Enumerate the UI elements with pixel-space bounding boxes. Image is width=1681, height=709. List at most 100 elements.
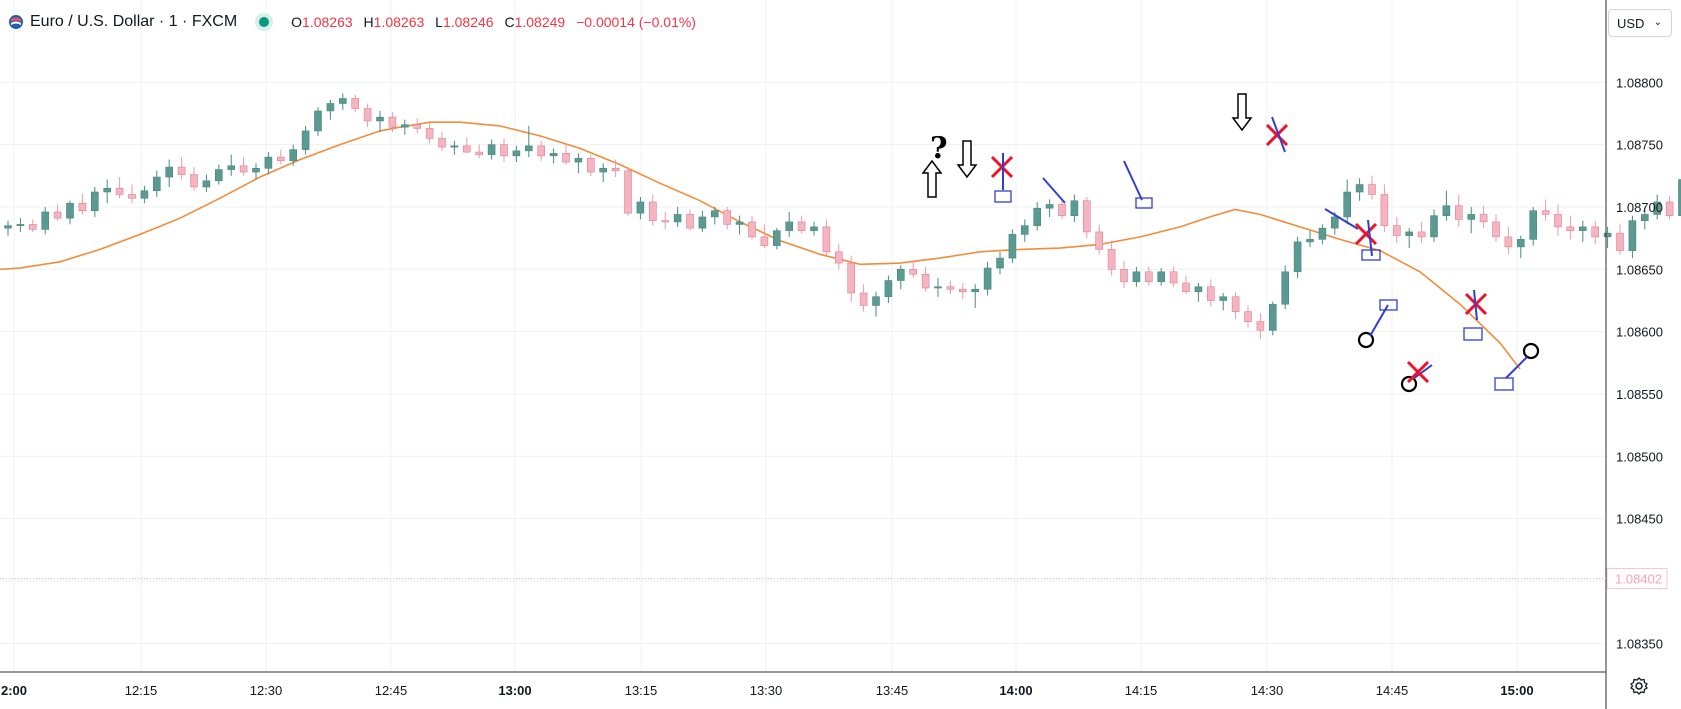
settings-icon[interactable] [1629, 676, 1649, 696]
candle-body [388, 116, 397, 128]
question-mark-annotation: ? [930, 131, 948, 166]
candle-body [190, 174, 198, 188]
candle-body [1591, 226, 1599, 238]
up-arrow-annotation [921, 159, 943, 198]
candle-body [1492, 221, 1500, 238]
candle-body [760, 236, 769, 246]
candle-body [1529, 210, 1537, 240]
red-star-annotation [1354, 222, 1378, 246]
candle-body [1616, 232, 1624, 251]
annotation-line [1042, 177, 1066, 204]
candle-body [1033, 207, 1041, 226]
candle-body [1554, 214, 1562, 228]
x-tick-label: 14:45 [1376, 683, 1409, 698]
candle-body [698, 216, 707, 229]
candle-body [983, 267, 992, 290]
x-tick-label: 12:15 [125, 683, 158, 698]
candle-body [215, 169, 223, 182]
red-star-annotation [1265, 123, 1289, 147]
y-tick-label: 1.08350 [1616, 636, 1663, 651]
annotation-box [1135, 197, 1153, 209]
annotation-box [1379, 299, 1398, 311]
candle-body [1095, 231, 1103, 250]
y-tick-label: 1.08700 [1616, 200, 1663, 215]
candle-body [264, 156, 273, 169]
symbol-title[interactable]: Euro / U.S. Dollar · 1 · FXCM [30, 13, 238, 30]
candle-body [276, 156, 285, 162]
close-value: 1.08249 [514, 14, 566, 30]
y-tick-label: 1.08750 [1616, 138, 1663, 153]
ohlc-values: O1.08263 H1.08263 L1.08246 C1.08249 −0.0… [291, 14, 696, 30]
candle-body [1368, 184, 1376, 195]
low-value: 1.08246 [442, 14, 494, 30]
candle-body [971, 288, 980, 293]
candle-body [785, 221, 794, 231]
candle-body [810, 226, 818, 231]
candle-body [512, 150, 521, 157]
candle-body [400, 124, 409, 128]
candle-body [1058, 204, 1066, 216]
candle-body [1231, 296, 1240, 312]
y-tick-label: 1.08600 [1616, 325, 1663, 340]
candle-body [338, 98, 347, 104]
candle-body [1641, 214, 1649, 221]
annotation-box [994, 190, 1012, 203]
high-value: 1.08263 [373, 14, 425, 30]
candle-body [1194, 286, 1203, 293]
candle-body [1207, 286, 1215, 301]
annotation-circle [1400, 375, 1418, 393]
candle-body [772, 230, 781, 246]
candle-body [301, 130, 310, 150]
annotation-line [1473, 289, 1478, 321]
candle-body [1517, 239, 1525, 248]
symbol-legend[interactable]: Euro / U.S. Dollar · 1 · FXCM O1.08263 H… [8, 11, 696, 33]
candle-body [921, 273, 930, 289]
candle-body [661, 220, 670, 223]
candle-body [946, 286, 955, 290]
candle-body [624, 170, 632, 214]
candle-body [723, 210, 732, 225]
candle-body [177, 166, 186, 175]
currency-selector[interactable]: USD ⌄ [1608, 9, 1672, 37]
candle-body [686, 214, 694, 229]
y-tick-label: 1.08800 [1616, 75, 1663, 90]
candle-body [1467, 214, 1475, 220]
candle-body [748, 221, 756, 238]
candle-body [165, 166, 173, 178]
moving-average-line [0, 121, 1521, 370]
candle-body [16, 224, 25, 226]
change-value: −0.00014 (−0.01%) [576, 14, 696, 30]
annotation-line [1505, 356, 1528, 379]
candle-body [1579, 226, 1587, 231]
moving-average-path [0, 121, 1521, 370]
candle-body [574, 158, 583, 163]
annotation-line [1367, 219, 1373, 257]
x-tick-label: 14:30 [1251, 683, 1284, 698]
candle-body [549, 153, 558, 157]
candle-body [450, 145, 459, 148]
candle-body [1355, 184, 1364, 193]
red-star-annotation [1406, 360, 1430, 384]
candle-body [797, 221, 806, 231]
candle-body [1256, 321, 1265, 331]
candle-body [363, 108, 372, 122]
candle-body [475, 151, 484, 155]
candle-body [4, 225, 12, 229]
candle-body [78, 202, 87, 212]
last-price-label: 1.08402 [1615, 571, 1662, 586]
candle-body [487, 144, 496, 155]
candle-body [1628, 220, 1637, 251]
last-price-box [1606, 567, 1668, 589]
candle-body [438, 138, 446, 148]
candle-body [1306, 239, 1314, 243]
low-label: L [435, 14, 443, 30]
candle-body [128, 194, 136, 199]
candle-body [562, 153, 570, 163]
y-tick-label: 1.08650 [1616, 262, 1663, 277]
candle-body [834, 251, 843, 264]
candle-body [103, 187, 111, 193]
candle-body [376, 116, 384, 122]
candle-body [586, 158, 595, 173]
